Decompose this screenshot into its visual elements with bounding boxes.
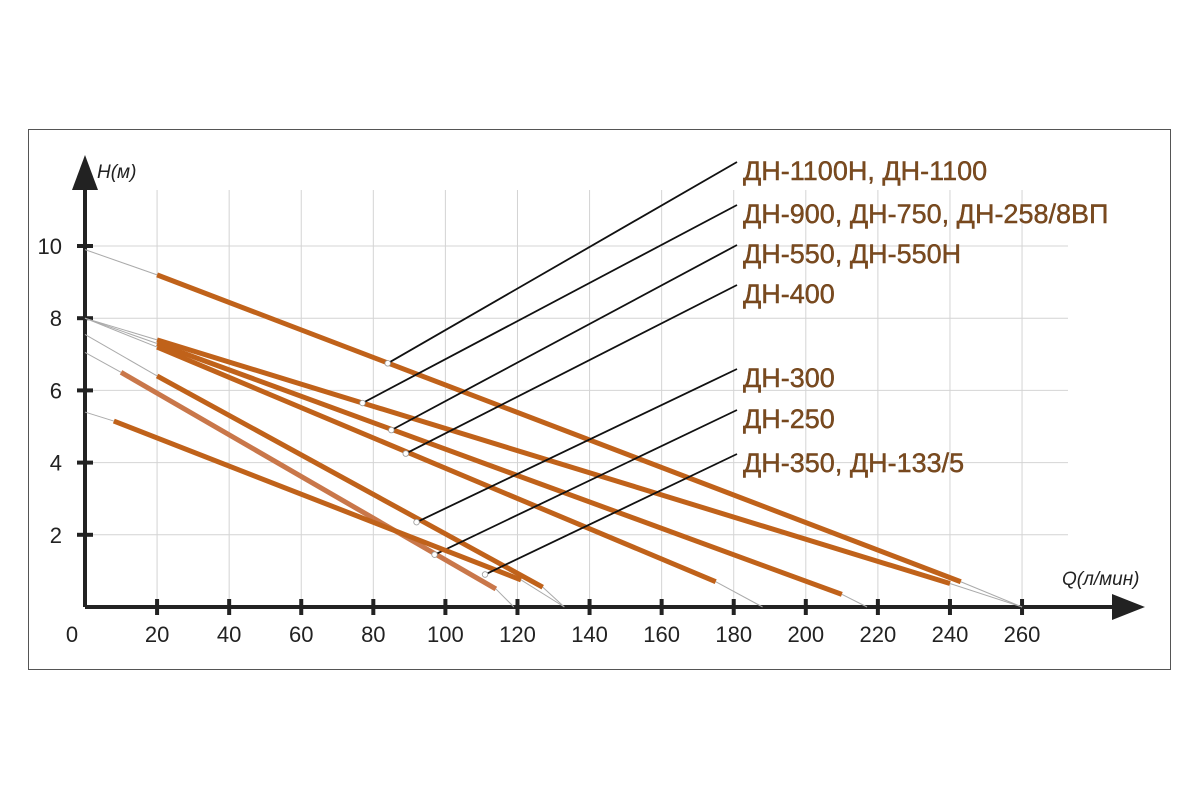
series-extension-line [84, 317, 158, 348]
leader-line [416, 368, 738, 523]
series-extension-line [715, 581, 763, 608]
leader-line [390, 244, 738, 431]
y-tick-label: 6 [50, 378, 62, 403]
y-tick-label: 2 [50, 523, 62, 548]
series-5: ДН-300 [84, 334, 835, 608]
series-extension-line [960, 581, 1023, 608]
series-curve [156, 337, 951, 586]
x-tick-label: 160 [643, 622, 680, 647]
series-marker [481, 571, 489, 578]
x-tick-label: 80 [361, 622, 385, 647]
series-label: ДН-550, ДН-550Н [743, 239, 961, 269]
series-marker [384, 360, 391, 367]
series-label: ДН-300 [743, 363, 835, 393]
series-extension-line [84, 411, 114, 422]
series-label: ДН-400 [743, 279, 835, 309]
y-tick-label: 10 [38, 234, 62, 259]
x-tick-label: 100 [427, 622, 464, 647]
leader-line [387, 161, 738, 365]
series-4: ДН-400 [84, 279, 835, 608]
x-tick-label: 200 [787, 622, 824, 647]
series-label: ДН-250 [743, 404, 835, 434]
series-6: ДН-250 [84, 352, 835, 608]
series-curve [156, 344, 717, 585]
y-tick-label: 4 [50, 451, 62, 476]
series-extension-line [84, 249, 158, 276]
series-marker [413, 518, 420, 526]
y-axis-label: H(м) [97, 162, 136, 183]
series-marker [359, 399, 366, 407]
series-marker [402, 450, 409, 457]
x-tick-label: 140 [571, 622, 608, 647]
series-extension-line [495, 588, 515, 608]
leader-line [362, 204, 738, 404]
y-axis-arrow-icon [72, 155, 98, 190]
series-1: ДН-1100Н, ДН-1100 [84, 156, 1023, 608]
y-tick-label: 8 [50, 306, 62, 331]
series-label: ДН-1100Н, ДН-1100 [743, 156, 987, 186]
x-tick-label: 240 [932, 622, 969, 647]
series-extension-line [84, 352, 122, 373]
series-3: ДН-550, ДН-550Н [84, 239, 961, 608]
series-label: ДН-350, ДН-133/5 [743, 448, 964, 478]
x-tick-label: 220 [860, 622, 897, 647]
leader-line [434, 409, 738, 556]
series-curve [156, 272, 962, 585]
x-tick-label: 60 [289, 622, 313, 647]
series-curve [112, 418, 522, 583]
x-tick-label: 180 [715, 622, 752, 647]
series-marker [431, 551, 438, 558]
series-label: ДН-900, ДН-750, ДН-258/8ВП [743, 199, 1108, 229]
series-2: ДН-900, ДН-750, ДН-258/8ВП [84, 199, 1109, 608]
x-tick-label: 260 [1004, 622, 1041, 647]
series-extension-line [542, 586, 565, 608]
chart-frame [28, 129, 1171, 670]
x-tick-label: 20 [145, 622, 169, 647]
series-marker [388, 426, 395, 434]
series-curve [156, 341, 843, 597]
series-extension-line [520, 579, 565, 608]
x-tick-label: 120 [499, 622, 536, 647]
x-axis-arrow-icon [1112, 594, 1145, 620]
series-extension-line [841, 593, 868, 608]
x-tick-label: 40 [217, 622, 241, 647]
series-7: ДН-350, ДН-133/5 [84, 411, 964, 608]
leader-line [405, 284, 738, 455]
x-tick-label: 0 [66, 622, 78, 647]
series-curve [155, 373, 544, 590]
series-extension-line [84, 317, 158, 344]
x-axis-label: Q(л/мин) [1062, 569, 1139, 590]
leader-line [484, 453, 738, 576]
series-extension-line [949, 583, 1023, 608]
series-extension-line [84, 334, 158, 377]
series-extension-line [84, 317, 158, 341]
